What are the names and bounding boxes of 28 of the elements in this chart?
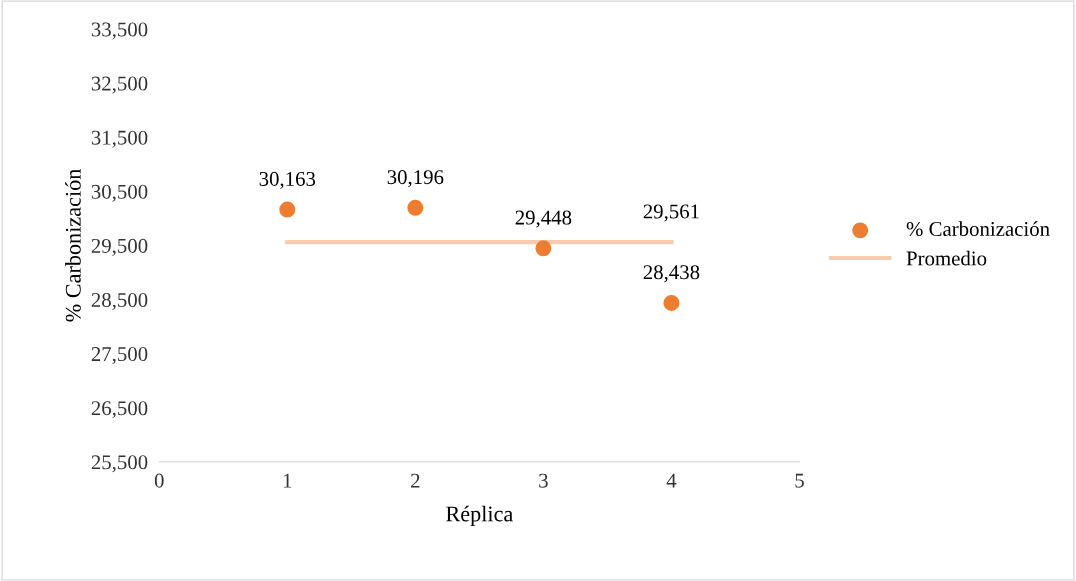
y-tick-label: 31,500 bbox=[91, 130, 148, 148]
y-tick-label: 29,500 bbox=[91, 238, 148, 256]
data-label: 28,438 bbox=[643, 265, 700, 283]
y-tick-label: 28,500 bbox=[91, 292, 148, 311]
y-tick-label: 26,500 bbox=[91, 401, 148, 419]
point bbox=[279, 201, 296, 218]
y-tick-label: 25,500 bbox=[91, 455, 148, 473]
y-tick-label: 30,500 bbox=[91, 184, 148, 202]
x-tick-label: 5 bbox=[795, 473, 804, 488]
x-tick-label: 1 bbox=[283, 473, 292, 488]
y-tick-label: 32,500 bbox=[91, 76, 148, 94]
x-tick-label: 4 bbox=[666, 473, 677, 488]
x-tick-label: 3 bbox=[539, 473, 548, 488]
point bbox=[407, 199, 424, 216]
data-label: 30,163 bbox=[259, 171, 316, 189]
point bbox=[663, 294, 680, 311]
x-tick-label: 0 bbox=[154, 473, 164, 488]
data-label: 29,448 bbox=[515, 210, 572, 228]
legend-label: % Carbonización bbox=[906, 221, 1050, 237]
point bbox=[535, 240, 552, 257]
legend-label: Promedio bbox=[906, 250, 987, 266]
x-axis-title: Réplica bbox=[446, 505, 513, 526]
data-label: 29,561 bbox=[643, 204, 699, 222]
x-tick-label: 2 bbox=[411, 473, 420, 488]
data-label: 30,196 bbox=[387, 170, 444, 188]
y-tick-label: 33,500 bbox=[91, 22, 148, 40]
y-axis-title: % Carbonización bbox=[65, 168, 81, 322]
y-tick-label: 27,500 bbox=[91, 347, 148, 365]
